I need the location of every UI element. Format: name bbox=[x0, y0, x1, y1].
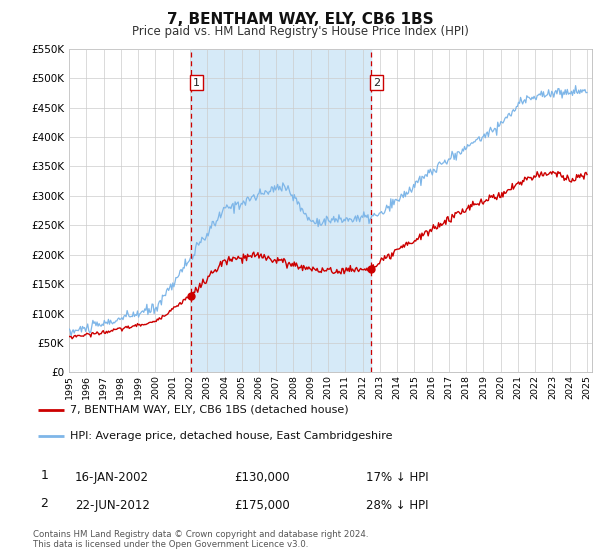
Text: 22-JUN-2012: 22-JUN-2012 bbox=[75, 498, 150, 512]
Text: 1: 1 bbox=[40, 469, 49, 482]
Text: 7, BENTHAM WAY, ELY, CB6 1BS: 7, BENTHAM WAY, ELY, CB6 1BS bbox=[167, 12, 433, 27]
Text: 28% ↓ HPI: 28% ↓ HPI bbox=[366, 498, 428, 512]
Text: 7, BENTHAM WAY, ELY, CB6 1BS (detached house): 7, BENTHAM WAY, ELY, CB6 1BS (detached h… bbox=[70, 405, 348, 415]
Text: 17% ↓ HPI: 17% ↓ HPI bbox=[366, 470, 428, 484]
Text: 2: 2 bbox=[373, 78, 380, 88]
Text: HPI: Average price, detached house, East Cambridgeshire: HPI: Average price, detached house, East… bbox=[70, 431, 392, 441]
Text: 16-JAN-2002: 16-JAN-2002 bbox=[75, 470, 149, 484]
Text: 1: 1 bbox=[193, 78, 200, 88]
Bar bbox=[191, 49, 371, 372]
Text: £175,000: £175,000 bbox=[234, 498, 290, 512]
Text: Price paid vs. HM Land Registry's House Price Index (HPI): Price paid vs. HM Land Registry's House … bbox=[131, 25, 469, 38]
Text: Contains HM Land Registry data © Crown copyright and database right 2024.: Contains HM Land Registry data © Crown c… bbox=[33, 530, 368, 539]
Text: This data is licensed under the Open Government Licence v3.0.: This data is licensed under the Open Gov… bbox=[33, 540, 308, 549]
Text: 2: 2 bbox=[40, 497, 49, 510]
Text: £130,000: £130,000 bbox=[234, 470, 290, 484]
